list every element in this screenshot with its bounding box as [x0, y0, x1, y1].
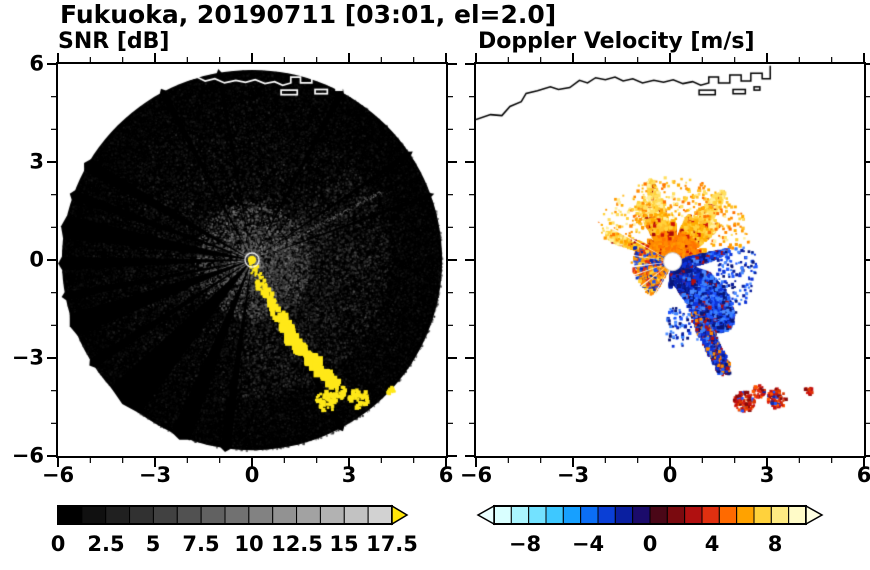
velocity-xtick-label: 3 [759, 463, 775, 487]
ytick-label: 6 [29, 51, 44, 76]
colorbar-segment [152, 505, 178, 525]
colorbar-segment [176, 505, 202, 525]
velocity-panel-title: Doppler Velocity [m/s] [478, 29, 755, 54]
colorbar-segment [200, 505, 226, 525]
velocity-cbar-label: 4 [704, 532, 720, 556]
colorbar-segment [272, 505, 298, 525]
snr-cbar-label: 10 [234, 532, 264, 556]
ytick-label: 0 [29, 247, 44, 272]
ytick-label: −6 [11, 443, 44, 468]
snr-cbar-label: 7.5 [182, 532, 220, 556]
colorbar-segment [736, 505, 755, 525]
colorbar-segment [666, 505, 686, 525]
snr-cbar-label: 15 [329, 532, 359, 556]
colorbar-segment [580, 505, 599, 525]
colorbar-segment [343, 505, 369, 525]
velocity-colorbar-under-arrow [476, 504, 495, 526]
colorbar-segment [528, 505, 547, 525]
velocity-cbar-label: 8 [767, 532, 783, 556]
snr-cbar-label: 12.5 [271, 532, 323, 556]
ytick-label: −3 [11, 345, 44, 370]
colorbar-segment [129, 505, 154, 525]
colorbar-segment [545, 505, 564, 525]
colorbar-segment [718, 505, 738, 525]
snr-xtick-label: −6 [41, 463, 75, 487]
velocity-xtick-label: 0 [662, 463, 678, 487]
colorbar-segment [562, 505, 582, 525]
snr-cbar-label: 5 [145, 532, 161, 556]
colorbar-segment [770, 505, 790, 525]
ytick-label: 3 [29, 149, 44, 174]
colorbar-segment [510, 505, 530, 525]
velocity-xtick-label: −3 [556, 463, 590, 487]
velocity-radar-canvas [476, 64, 864, 456]
colorbar-segment [649, 505, 668, 525]
colorbar-segment [788, 505, 807, 525]
colorbar-segment [224, 505, 250, 525]
snr-radar-canvas [58, 64, 446, 456]
snr-xtick-label: 3 [341, 463, 357, 487]
colorbar-segment [701, 505, 720, 525]
colorbar-segment [632, 505, 651, 525]
colorbar-segment [296, 505, 321, 525]
snr-xtick-label: −3 [138, 463, 172, 487]
velocity-colorbar-over-arrow [805, 504, 824, 526]
snr-xtick-label: 6 [438, 463, 454, 487]
velocity-cbar-label: −8 [508, 532, 542, 556]
velocity-xtick-label: 6 [856, 463, 870, 487]
snr-cbar-label: 0 [50, 532, 66, 556]
snr-colorbar-over-arrow [391, 504, 409, 526]
velocity-cbar-label: −4 [571, 532, 605, 556]
velocity-xtick-label: −6 [459, 463, 493, 487]
snr-panel-title: SNR [dB] [58, 29, 170, 54]
snr-colorbar [57, 504, 409, 526]
colorbar-segment [105, 505, 131, 525]
colorbar-segment [319, 505, 345, 525]
colorbar-segment [57, 505, 83, 525]
figure-title: Fukuoka, 20190711 [03:01, el=2.0] [60, 0, 557, 29]
colorbar-segment [614, 505, 634, 525]
colorbar-segment [493, 505, 512, 525]
colorbar-segment [248, 505, 274, 525]
colorbar-segment [597, 505, 616, 525]
velocity-cbar-label: 0 [642, 532, 658, 556]
colorbar-segment [753, 505, 772, 525]
colorbar-segment [367, 505, 393, 525]
colorbar-segment [684, 505, 703, 525]
snr-cbar-label: 17.5 [366, 532, 418, 556]
colorbar-segment [81, 505, 107, 525]
velocity-colorbar [476, 504, 824, 526]
snr-cbar-label: 2.5 [87, 532, 125, 556]
snr-xtick-label: 0 [244, 463, 260, 487]
